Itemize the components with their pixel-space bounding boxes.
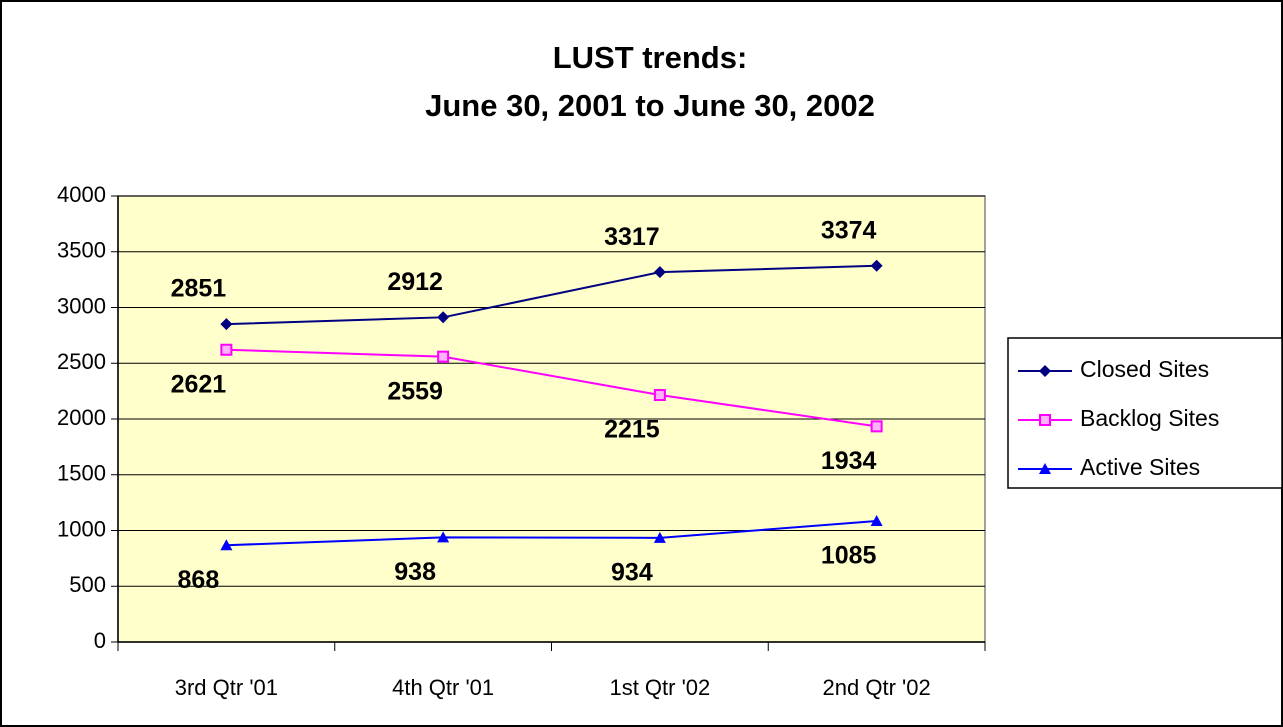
data-point xyxy=(870,515,883,527)
data-point xyxy=(870,420,883,433)
legend-box xyxy=(1007,337,1283,489)
data-label: 2851 xyxy=(171,275,227,303)
data-point xyxy=(220,343,233,356)
data-label: 1085 xyxy=(821,542,877,570)
y-tick-label: 4000 xyxy=(57,182,106,207)
y-tick-label: 0 xyxy=(94,628,106,653)
y-tick-label: 3000 xyxy=(57,293,106,318)
data-label: 2912 xyxy=(387,268,443,296)
legend-marker xyxy=(1039,365,1051,377)
data-point xyxy=(220,539,233,551)
data-label: 3374 xyxy=(821,216,877,244)
data-label: 2621 xyxy=(171,370,227,398)
data-point xyxy=(437,531,450,543)
data-point xyxy=(653,389,666,402)
data-label: 2559 xyxy=(387,377,443,405)
data-label: 868 xyxy=(178,566,220,594)
data-point xyxy=(653,531,666,543)
x-tick-label: 2nd Qtr '02 xyxy=(823,675,931,700)
y-tick-label: 2500 xyxy=(57,349,106,374)
series-line xyxy=(226,264,877,326)
x-tick-label: 3rd Qtr '01 xyxy=(175,675,278,700)
data-point xyxy=(870,259,883,272)
series-line xyxy=(226,520,877,547)
data-label: 934 xyxy=(611,558,653,586)
data-label: 3317 xyxy=(604,223,660,251)
data-point xyxy=(220,318,233,331)
series-line xyxy=(226,348,877,428)
data-label: 2215 xyxy=(604,416,660,444)
legend-label: Backlog Sites xyxy=(1080,405,1219,431)
data-label: 1934 xyxy=(821,447,877,475)
y-tick-label: 3500 xyxy=(57,238,106,263)
data-point xyxy=(653,266,666,279)
legend-label: Closed Sites xyxy=(1080,356,1209,382)
data-point xyxy=(437,311,450,324)
y-tick-label: 1500 xyxy=(57,461,106,486)
legend-marker xyxy=(1039,414,1051,426)
chart-title: June 30, 2001 to June 30, 2002 xyxy=(425,88,875,123)
x-tick-label: 1st Qtr '02 xyxy=(609,675,710,700)
x-tick-label: 4th Qtr '01 xyxy=(392,675,494,700)
legend-marker xyxy=(1039,463,1051,474)
data-label: 938 xyxy=(394,558,436,586)
legend-label: Active Sites xyxy=(1080,454,1200,480)
chart-title: LUST trends: xyxy=(553,40,748,75)
y-tick-label: 2000 xyxy=(57,405,106,430)
data-point xyxy=(437,350,450,363)
y-tick-label: 500 xyxy=(69,572,106,597)
y-tick-label: 1000 xyxy=(57,516,106,541)
